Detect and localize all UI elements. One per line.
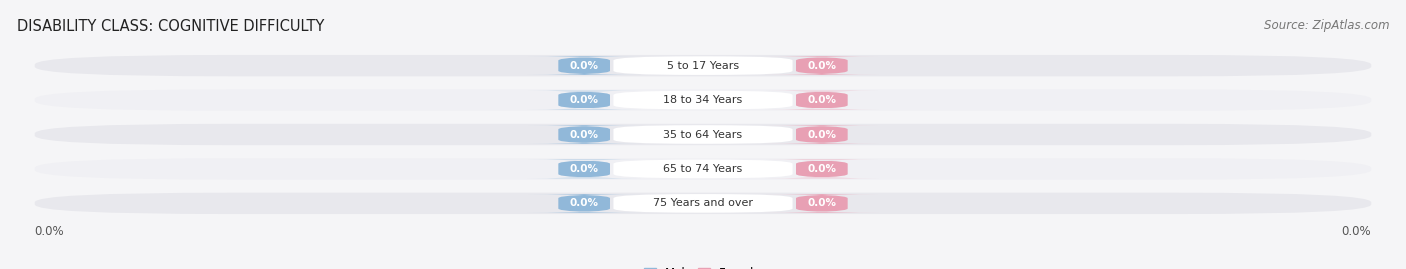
- FancyBboxPatch shape: [613, 160, 793, 178]
- Text: 0.0%: 0.0%: [569, 61, 599, 71]
- FancyBboxPatch shape: [765, 91, 879, 109]
- Text: 35 to 64 Years: 35 to 64 Years: [664, 129, 742, 140]
- Text: 0.0%: 0.0%: [569, 129, 599, 140]
- Text: 0.0%: 0.0%: [1341, 225, 1371, 238]
- FancyBboxPatch shape: [35, 124, 1371, 145]
- FancyBboxPatch shape: [527, 194, 641, 213]
- Text: 0.0%: 0.0%: [807, 129, 837, 140]
- Text: 75 Years and over: 75 Years and over: [652, 198, 754, 208]
- Text: 0.0%: 0.0%: [807, 95, 837, 105]
- Text: 0.0%: 0.0%: [807, 61, 837, 71]
- FancyBboxPatch shape: [765, 160, 879, 178]
- Text: 0.0%: 0.0%: [569, 198, 599, 208]
- Text: 0.0%: 0.0%: [807, 198, 837, 208]
- FancyBboxPatch shape: [527, 91, 641, 109]
- Text: 65 to 74 Years: 65 to 74 Years: [664, 164, 742, 174]
- Text: 0.0%: 0.0%: [35, 225, 65, 238]
- Text: DISABILITY CLASS: COGNITIVE DIFFICULTY: DISABILITY CLASS: COGNITIVE DIFFICULTY: [17, 19, 325, 34]
- FancyBboxPatch shape: [765, 194, 879, 213]
- FancyBboxPatch shape: [527, 125, 641, 144]
- Text: 0.0%: 0.0%: [569, 164, 599, 174]
- FancyBboxPatch shape: [765, 125, 879, 144]
- Text: 0.0%: 0.0%: [807, 164, 837, 174]
- FancyBboxPatch shape: [765, 56, 879, 75]
- FancyBboxPatch shape: [613, 194, 793, 213]
- Legend: Male, Female: Male, Female: [644, 267, 762, 269]
- FancyBboxPatch shape: [35, 193, 1371, 214]
- FancyBboxPatch shape: [613, 125, 793, 144]
- FancyBboxPatch shape: [613, 91, 793, 109]
- FancyBboxPatch shape: [613, 56, 793, 75]
- FancyBboxPatch shape: [527, 160, 641, 178]
- FancyBboxPatch shape: [35, 158, 1371, 180]
- FancyBboxPatch shape: [35, 55, 1371, 76]
- Text: Source: ZipAtlas.com: Source: ZipAtlas.com: [1264, 19, 1389, 32]
- FancyBboxPatch shape: [35, 89, 1371, 111]
- Text: 5 to 17 Years: 5 to 17 Years: [666, 61, 740, 71]
- Text: 0.0%: 0.0%: [569, 95, 599, 105]
- Text: 18 to 34 Years: 18 to 34 Years: [664, 95, 742, 105]
- FancyBboxPatch shape: [527, 56, 641, 75]
